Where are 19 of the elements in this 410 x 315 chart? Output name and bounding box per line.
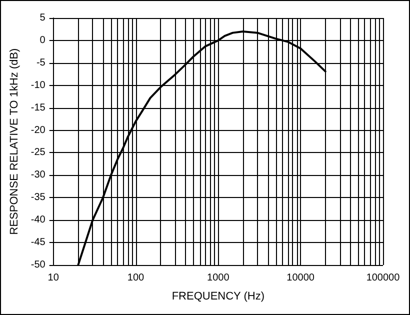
x-tick-label: 100 xyxy=(127,272,145,284)
y-tick-label: -45 xyxy=(30,237,46,248)
y-tick-label: -35 xyxy=(30,192,46,204)
x-tick-label: 10000 xyxy=(286,272,315,284)
y-tick-label: 0 xyxy=(40,34,46,46)
x-axis-title: FREQUENCY (Hz) xyxy=(172,290,265,302)
x-tick-label: 1000 xyxy=(207,272,230,284)
y-tick-label: 5 xyxy=(40,12,46,24)
x-tick-label: 100000 xyxy=(366,272,400,284)
y-tick-label: -50 xyxy=(30,260,46,270)
y-axis-title: RESPONSE RELATIVE TO 1kHz (dB) xyxy=(8,48,20,235)
y-tick-label: -15 xyxy=(30,102,46,114)
y-tick-label: -10 xyxy=(30,80,46,91)
x-tick-label: 10 xyxy=(48,272,60,284)
y-tick-label: -40 xyxy=(30,214,46,226)
y-tick-label: -25 xyxy=(30,147,46,158)
y-tick-label: -30 xyxy=(30,170,46,181)
y-tick-label: -20 xyxy=(30,124,46,136)
y-tick-label: -5 xyxy=(36,57,46,68)
